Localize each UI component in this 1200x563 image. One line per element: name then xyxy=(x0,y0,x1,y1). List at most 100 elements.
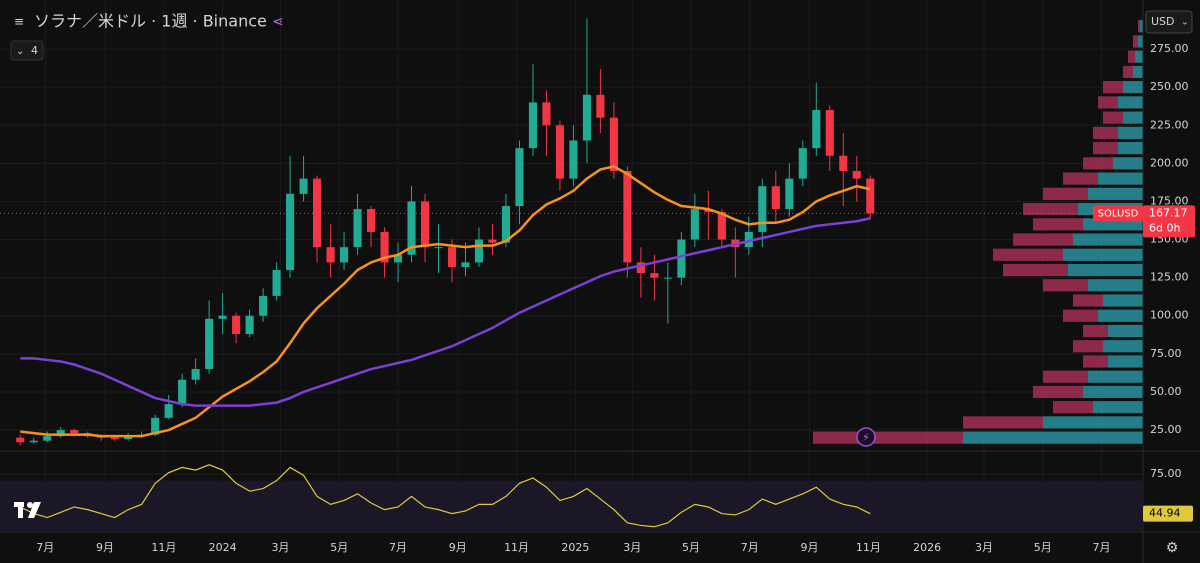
x-tick-label: 5月 xyxy=(682,541,700,554)
x-tick-label: 2026 xyxy=(913,541,941,554)
rsi-pane xyxy=(0,464,1143,531)
volume-up xyxy=(1138,35,1143,48)
x-tick-label: 9月 xyxy=(801,541,819,554)
candle-body xyxy=(151,417,160,435)
y-tick-label: 100.00 xyxy=(1150,309,1189,322)
volume-up xyxy=(1073,233,1143,246)
candle-body xyxy=(70,430,79,434)
axes: 7月 9月 11月 2024 3月 5月 7月 9月 11月 2025 3月 5月 7月 9月 11月 202… xyxy=(36,42,1195,554)
x-tick-label: 2024 xyxy=(209,541,237,554)
candle-body xyxy=(758,186,767,232)
candle-body xyxy=(340,247,349,263)
candle-body xyxy=(636,262,645,274)
indicator-toggle[interactable] xyxy=(10,40,44,61)
volume-down xyxy=(1138,20,1140,33)
candle-body xyxy=(232,315,241,335)
currency-button[interactable] xyxy=(1145,10,1193,34)
event-glyph: ⚡ xyxy=(862,431,870,444)
volume-down xyxy=(993,248,1063,261)
symbol-tag: SOLUSD xyxy=(1098,208,1139,219)
x-tick-label: 11月 xyxy=(856,541,881,554)
candle-body xyxy=(677,239,686,278)
volume-up xyxy=(1140,20,1143,33)
volume-down xyxy=(1063,172,1098,185)
indicator-count: 4 xyxy=(31,44,38,57)
volume-down xyxy=(1033,385,1083,399)
candle-body xyxy=(434,247,443,249)
grid xyxy=(0,0,1143,532)
x-tick-label: 3月 xyxy=(623,541,641,554)
x-tick-label: 5月 xyxy=(330,541,348,554)
candle-body xyxy=(16,437,25,443)
candle-body xyxy=(623,170,632,263)
settings-icon[interactable]: ⚙ xyxy=(1166,540,1179,556)
candle-body xyxy=(164,404,173,418)
chart-title: ソラナ／米ドル · 1週 · Binance xyxy=(34,12,267,31)
x-tick-label: 2025 xyxy=(561,541,589,554)
candle-body xyxy=(43,436,52,441)
y-tick-label: 225.00 xyxy=(1150,118,1189,131)
volume-up xyxy=(1123,111,1143,124)
volume-down xyxy=(1083,355,1108,368)
volume-down xyxy=(1128,50,1135,63)
volume-up xyxy=(1043,416,1143,429)
candle-body xyxy=(420,201,430,248)
volume-up xyxy=(1108,324,1143,338)
candle-body xyxy=(812,110,821,149)
candle-body xyxy=(555,125,564,179)
volume-up xyxy=(1133,65,1143,79)
share-icon[interactable]: ⋖ xyxy=(272,14,284,30)
candle-body xyxy=(353,209,362,248)
candle-body xyxy=(326,247,335,263)
x-tick-label: 7月 xyxy=(741,541,759,554)
candle-body xyxy=(245,315,254,335)
moving-average xyxy=(20,216,871,407)
candle-body xyxy=(596,94,605,118)
event-icon[interactable] xyxy=(856,427,876,447)
x-tick-label: 7月 xyxy=(1093,541,1111,554)
x-tick-label: 3月 xyxy=(975,541,993,554)
candle-body xyxy=(825,110,834,156)
candle-body xyxy=(259,295,268,316)
candle-body xyxy=(178,379,187,405)
candle-body xyxy=(110,437,119,440)
volume-up xyxy=(1118,126,1143,139)
volume-up xyxy=(1108,355,1143,368)
candle-body xyxy=(852,170,861,179)
volume-down xyxy=(1013,233,1073,246)
volume-down xyxy=(1043,370,1088,383)
y-tick-label: 175.00 xyxy=(1150,194,1189,207)
rsi-label-bg xyxy=(1143,505,1193,522)
candle-body xyxy=(488,239,497,243)
volume-down xyxy=(1083,324,1108,338)
candle-body xyxy=(56,430,65,437)
volume-up xyxy=(1088,279,1143,292)
volume-down xyxy=(963,416,1043,429)
currency: USD xyxy=(1151,15,1175,28)
candle-body xyxy=(461,262,470,267)
rsi-tick-label: 75.00 xyxy=(1150,467,1182,480)
candle-body xyxy=(582,94,591,141)
rsi-label: 44.94 xyxy=(1149,507,1181,520)
volume-down xyxy=(1098,96,1118,109)
volume-down xyxy=(1103,81,1123,94)
candle-body xyxy=(785,178,794,210)
candle-body xyxy=(286,193,295,271)
candle-body xyxy=(366,209,376,232)
candle-body xyxy=(663,277,672,279)
candle-body xyxy=(205,318,214,370)
y-tick-label: 75.00 xyxy=(1150,347,1182,360)
volume-down xyxy=(1073,294,1103,307)
y-tick-label: 125.00 xyxy=(1150,271,1189,284)
x-tick-label: 11月 xyxy=(151,541,176,554)
volume-up xyxy=(1123,81,1143,94)
volume-up xyxy=(1068,263,1143,277)
volume-up xyxy=(1088,370,1143,383)
candle-body xyxy=(744,231,753,248)
menu-icon[interactable]: ≡ xyxy=(14,15,24,29)
candle-body xyxy=(501,206,511,243)
x-tick-label: 7月 xyxy=(36,541,54,554)
candle-body xyxy=(474,239,484,263)
y-tick-label: 250.00 xyxy=(1150,80,1189,93)
